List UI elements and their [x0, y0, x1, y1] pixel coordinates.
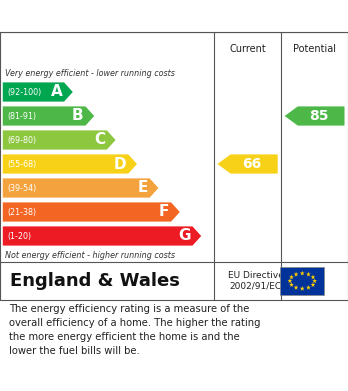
Text: Energy Efficiency Rating: Energy Efficiency Rating	[9, 9, 219, 23]
Bar	[280, 267, 324, 295]
Text: B: B	[72, 108, 84, 124]
Polygon shape	[289, 274, 294, 280]
Polygon shape	[3, 131, 116, 150]
Text: 66: 66	[242, 157, 261, 171]
Text: The energy efficiency rating is a measure of the
overall efficiency of a home. T: The energy efficiency rating is a measur…	[9, 304, 260, 356]
Text: A: A	[50, 84, 62, 99]
Polygon shape	[218, 154, 278, 174]
Polygon shape	[300, 286, 304, 291]
Text: (81-91): (81-91)	[7, 111, 36, 120]
Text: E: E	[137, 181, 148, 196]
Text: (21-38): (21-38)	[7, 208, 36, 217]
Polygon shape	[312, 278, 317, 283]
Text: Current: Current	[229, 44, 266, 54]
Polygon shape	[294, 272, 298, 276]
Text: (1-20): (1-20)	[7, 231, 31, 240]
Text: Very energy efficient - lower running costs: Very energy efficient - lower running co…	[5, 68, 174, 77]
Polygon shape	[300, 271, 304, 276]
Text: C: C	[94, 133, 105, 147]
Text: England & Wales: England & Wales	[10, 272, 180, 290]
Polygon shape	[3, 106, 94, 126]
Text: EU Directive
2002/91/EC: EU Directive 2002/91/EC	[228, 271, 284, 291]
Text: F: F	[159, 204, 169, 219]
Polygon shape	[3, 83, 73, 102]
Polygon shape	[294, 285, 298, 290]
Polygon shape	[311, 274, 315, 280]
Polygon shape	[306, 272, 311, 276]
Polygon shape	[3, 178, 158, 197]
Polygon shape	[306, 285, 311, 290]
Polygon shape	[3, 203, 180, 222]
Text: D: D	[114, 156, 127, 172]
Polygon shape	[285, 106, 345, 126]
Text: (69-80): (69-80)	[7, 136, 36, 145]
Text: (55-68): (55-68)	[7, 160, 36, 169]
Text: Not energy efficient - higher running costs: Not energy efficient - higher running co…	[5, 251, 175, 260]
Polygon shape	[3, 154, 137, 174]
Polygon shape	[287, 278, 292, 283]
Text: G: G	[178, 228, 191, 244]
Text: (92-100): (92-100)	[7, 88, 41, 97]
Polygon shape	[311, 282, 315, 287]
Text: (39-54): (39-54)	[7, 183, 36, 192]
Text: Potential: Potential	[293, 44, 336, 54]
Polygon shape	[3, 226, 201, 246]
Text: 85: 85	[309, 109, 328, 123]
Polygon shape	[289, 282, 294, 287]
